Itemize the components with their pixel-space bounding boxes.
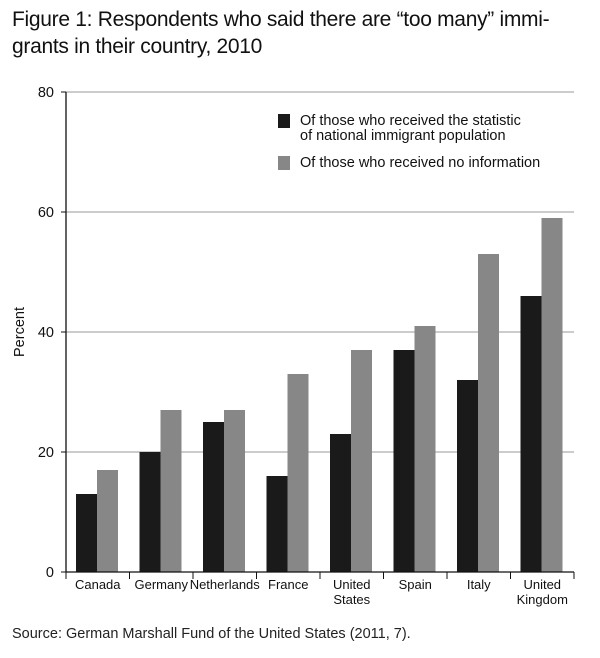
bar-no-info-3 bbox=[287, 374, 309, 572]
x-tick-label: States bbox=[333, 592, 370, 607]
bar-no-info-2 bbox=[224, 410, 245, 572]
y-axis-label: Percent bbox=[12, 307, 28, 357]
bar-no-info-4 bbox=[351, 350, 372, 572]
legend-swatch-0 bbox=[278, 114, 290, 128]
x-tick-label: Germany bbox=[135, 577, 189, 592]
x-tick-label: United bbox=[523, 577, 561, 592]
legend-swatch-1 bbox=[278, 156, 290, 170]
x-tick-label: United bbox=[333, 577, 371, 592]
bar-statistic-6 bbox=[457, 380, 478, 572]
bar-no-info-0 bbox=[97, 470, 118, 572]
y-tick-label: 60 bbox=[38, 205, 54, 221]
x-tick-label: Italy bbox=[467, 577, 491, 592]
x-tick-label: Kingdom bbox=[517, 592, 568, 607]
bar-statistic-3 bbox=[266, 476, 288, 572]
source-note: Source: German Marshall Fund of the Unit… bbox=[12, 626, 411, 642]
x-tick-label: Netherlands bbox=[190, 577, 261, 592]
bar-no-info-5 bbox=[414, 326, 436, 572]
chart-title-line-2: grants in their country, 2010 bbox=[12, 35, 263, 58]
bar-statistic-1 bbox=[139, 452, 161, 572]
bar-statistic-5 bbox=[393, 350, 415, 572]
x-tick-label: Canada bbox=[75, 577, 121, 592]
bar-no-info-7 bbox=[541, 218, 563, 572]
legend-label: Of those who received the statistic bbox=[300, 113, 521, 129]
x-tick-label: Spain bbox=[399, 577, 432, 592]
bar-statistic-2 bbox=[203, 422, 224, 572]
y-tick-label: 80 bbox=[38, 85, 54, 101]
bar-statistic-4 bbox=[330, 434, 351, 572]
bar-statistic-0 bbox=[76, 494, 97, 572]
y-tick-label: 40 bbox=[38, 325, 54, 341]
bar-no-info-6 bbox=[478, 254, 499, 572]
chart-title-line-1: Figure 1: Respondents who said there are… bbox=[12, 8, 550, 31]
legend-label: of national immigrant population bbox=[300, 128, 506, 144]
bar-statistic-7 bbox=[520, 296, 542, 572]
x-tick-label: France bbox=[268, 577, 308, 592]
legend-label: Of those who received no information bbox=[300, 155, 540, 171]
y-tick-label: 0 bbox=[46, 565, 54, 581]
chart-title: Figure 1: Respondents who said there are… bbox=[12, 6, 592, 60]
bar-no-info-1 bbox=[160, 410, 182, 572]
y-tick-label: 20 bbox=[38, 445, 54, 461]
